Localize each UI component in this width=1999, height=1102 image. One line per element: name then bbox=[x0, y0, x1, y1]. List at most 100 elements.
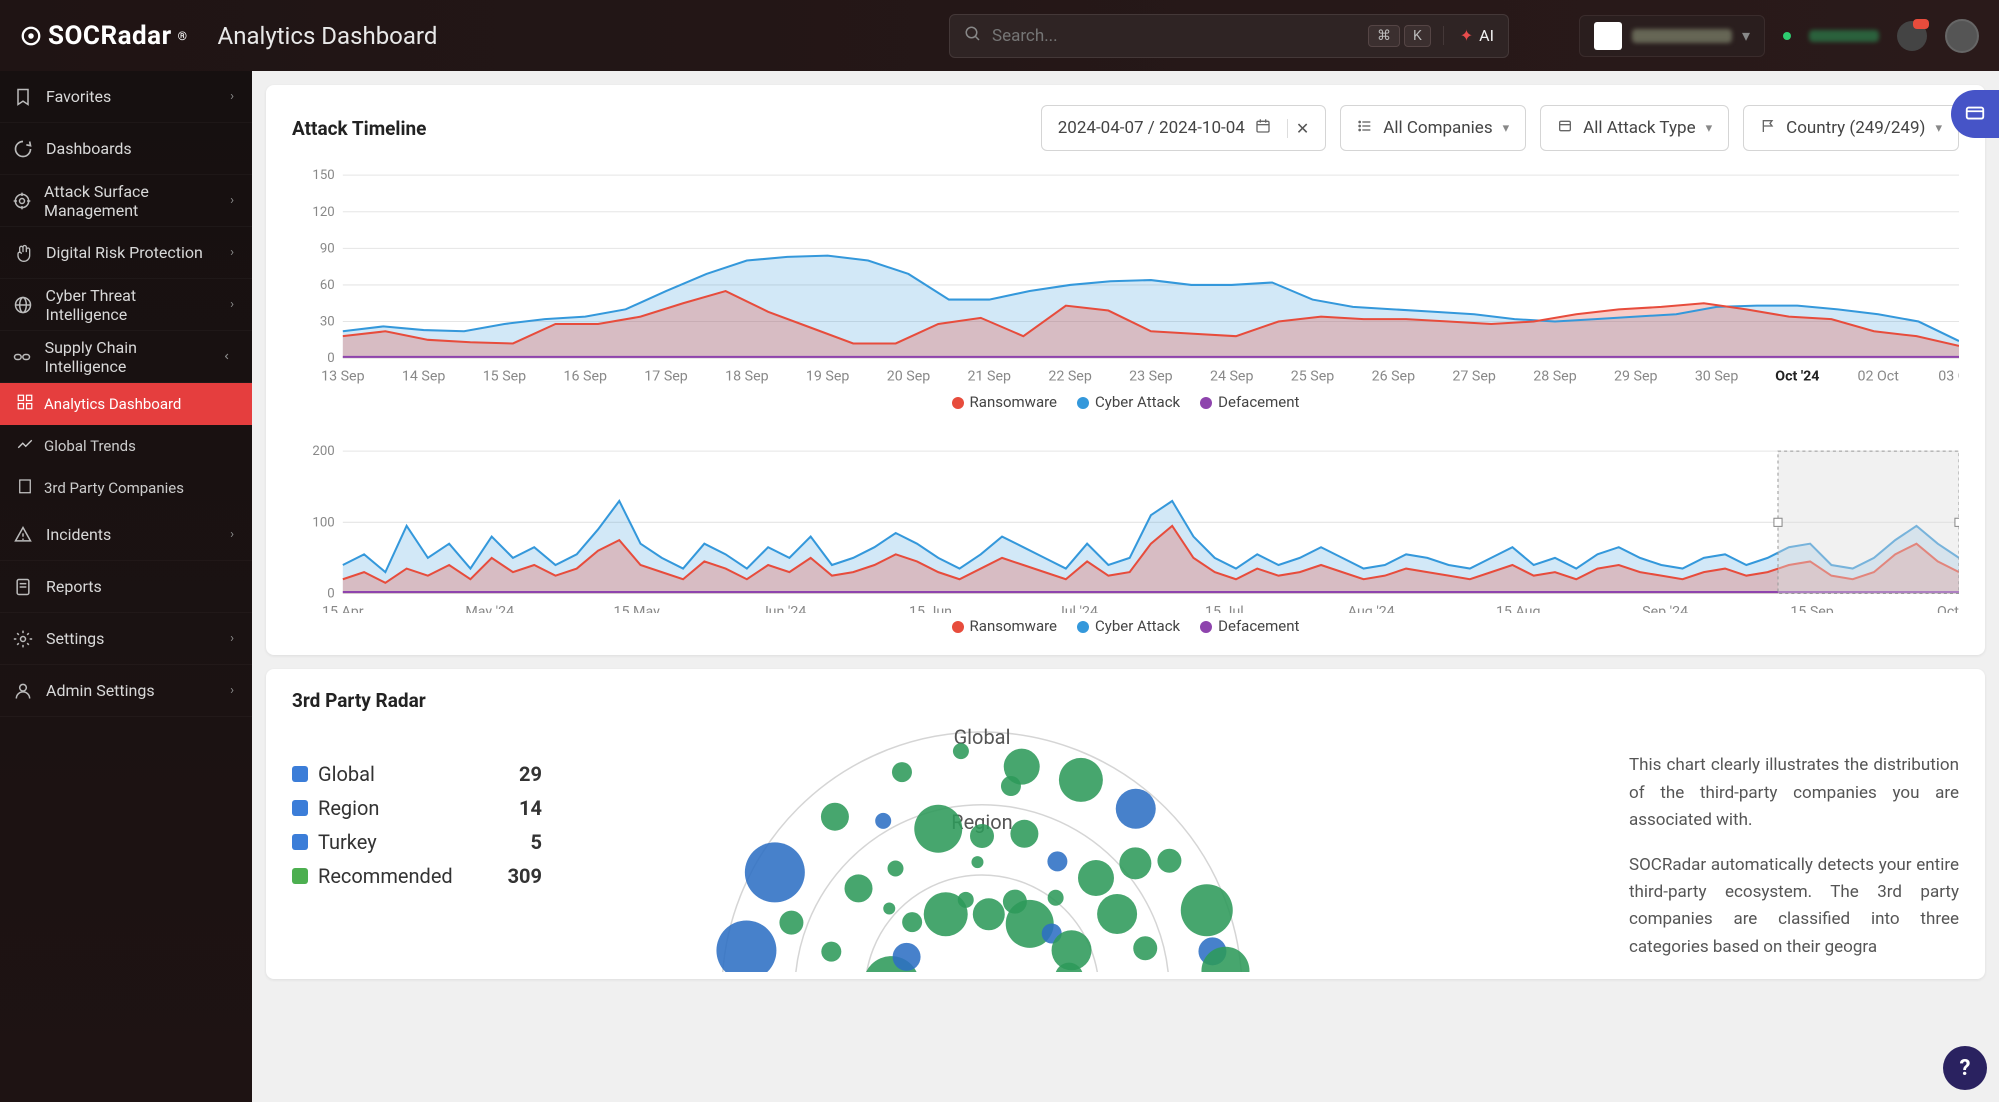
radar-legend-item[interactable]: Recommended309 bbox=[292, 864, 542, 888]
topbar: SOCRadar® Analytics Dashboard ⌘ K ✦ AI ▾ bbox=[0, 0, 1999, 71]
svg-text:22 Sep: 22 Sep bbox=[1048, 368, 1091, 384]
svg-text:17 Sep: 17 Sep bbox=[644, 368, 687, 384]
sidebar-item-admin-settings[interactable]: Admin Settings › bbox=[0, 665, 252, 717]
attack-timeline-card: Attack Timeline 2024-04-07 / 2024-10-04 … bbox=[266, 85, 1985, 655]
sidebar-item-incidents[interactable]: Incidents› bbox=[0, 509, 252, 561]
radar-legend-item[interactable]: Region14 bbox=[292, 796, 542, 820]
svg-text:60: 60 bbox=[320, 278, 335, 293]
country-filter[interactable]: Country (249/249) ▾ bbox=[1743, 105, 1959, 151]
chevron-right-icon: › bbox=[230, 683, 234, 698]
svg-text:02 Oct: 02 Oct bbox=[1857, 368, 1899, 384]
radar-legend-item[interactable]: Turkey5 bbox=[292, 830, 542, 854]
chevron-right-icon: ⌄ bbox=[221, 351, 236, 362]
chevron-right-icon: › bbox=[230, 89, 234, 104]
sidebar-item-label: Admin Settings bbox=[46, 681, 155, 700]
search-input[interactable] bbox=[992, 26, 1364, 46]
clear-date-icon[interactable]: ✕ bbox=[1287, 119, 1309, 138]
svg-text:15 Aug: 15 Aug bbox=[1496, 603, 1541, 613]
svg-text:Oct '24: Oct '24 bbox=[1937, 603, 1959, 613]
svg-text:15 Sep: 15 Sep bbox=[483, 368, 526, 384]
sidebar-item-favorites[interactable]: Favorites › bbox=[0, 71, 252, 123]
sidebar-item-cyber-threat-intelligence[interactable]: Cyber Threat Intelligence› bbox=[0, 279, 252, 331]
legend-item[interactable]: Cyber Attack bbox=[1077, 393, 1180, 411]
org-name bbox=[1632, 29, 1732, 43]
feedback-button[interactable] bbox=[1951, 90, 1999, 138]
search-icon bbox=[964, 25, 982, 47]
svg-text:14 Sep: 14 Sep bbox=[402, 368, 445, 384]
sidebar-item-label: Settings bbox=[46, 629, 104, 648]
radar-chart[interactable]: GlobalRegion bbox=[572, 712, 1599, 978]
chevron-down-icon: ▾ bbox=[1742, 26, 1750, 45]
svg-text:15 May: 15 May bbox=[614, 603, 661, 613]
legend-item[interactable]: Defacement bbox=[1200, 393, 1299, 411]
org-selector[interactable]: ▾ bbox=[1579, 15, 1765, 57]
svg-text:15 Sep: 15 Sep bbox=[1790, 603, 1833, 613]
sidebar-sub-global-trends[interactable]: Global Trends bbox=[0, 425, 252, 467]
sidebar-sub-analytics-dashboard[interactable]: Analytics Dashboard bbox=[0, 383, 252, 425]
sidebar-item-label: Favorites bbox=[46, 87, 111, 106]
chevron-down-icon: ▾ bbox=[1503, 121, 1510, 136]
sidebar-item-label: Incidents bbox=[46, 525, 111, 544]
admin-icon bbox=[12, 680, 34, 702]
sidebar-item-label: Dashboards bbox=[46, 139, 132, 158]
svg-text:27 Sep: 27 Sep bbox=[1452, 368, 1495, 384]
sidebar-item-settings[interactable]: Settings › bbox=[0, 613, 252, 665]
org-logo bbox=[1594, 22, 1622, 50]
svg-text:18 Sep: 18 Sep bbox=[725, 368, 768, 384]
svg-text:21 Sep: 21 Sep bbox=[968, 368, 1011, 384]
sidebar-item-label: Cyber Threat Intelligence bbox=[46, 286, 219, 324]
sidebar-item-dashboards[interactable]: Dashboards bbox=[0, 123, 252, 175]
radar-description: This chart clearly illustrates the distr… bbox=[1629, 712, 1959, 978]
notifications-button[interactable] bbox=[1897, 21, 1927, 51]
svg-text:Aug '24: Aug '24 bbox=[1348, 603, 1395, 613]
attack-timeline-title: Attack Timeline bbox=[292, 117, 426, 140]
timeline-main-chart[interactable]: 030609012015013 Sep14 Sep15 Sep16 Sep17 … bbox=[292, 165, 1959, 389]
svg-text:29 Sep: 29 Sep bbox=[1614, 368, 1657, 384]
sidebar-sub-3rd-party-companies[interactable]: 3rd Party Companies bbox=[0, 467, 252, 509]
shortcut-cmd: ⌘ bbox=[1368, 25, 1400, 47]
help-button[interactable]: ? bbox=[1943, 1046, 1987, 1090]
sidebar-item-supply-chain-intelligence[interactable]: Supply Chain Intelligence ⌄ bbox=[0, 331, 252, 383]
radar-title: 3rd Party Radar bbox=[292, 689, 1959, 712]
ai-button[interactable]: ✦ AI bbox=[1443, 26, 1494, 45]
svg-text:30: 30 bbox=[320, 315, 335, 330]
sidebar-item-reports[interactable]: Reports bbox=[0, 561, 252, 613]
alert-icon bbox=[12, 524, 34, 546]
legend-item[interactable]: Cyber Attack bbox=[1077, 617, 1180, 635]
svg-text:Jun '24: Jun '24 bbox=[761, 603, 807, 613]
company-filter[interactable]: All Companies ▾ bbox=[1340, 105, 1526, 151]
legend-item[interactable]: Defacement bbox=[1200, 617, 1299, 635]
calendar-icon bbox=[1255, 118, 1271, 139]
avatar[interactable] bbox=[1945, 19, 1979, 53]
chevron-right-icon: › bbox=[230, 631, 234, 646]
sidebar-sub-label: 3rd Party Companies bbox=[44, 479, 184, 497]
svg-text:03 Oct: 03 Oct bbox=[1938, 368, 1959, 384]
sidebar-item-digital-risk-protection[interactable]: Digital Risk Protection › bbox=[0, 227, 252, 279]
svg-text:16 Sep: 16 Sep bbox=[564, 368, 607, 384]
legend-item[interactable]: Ransomware bbox=[952, 617, 1057, 635]
sidebar-item-label: Attack Surface Management bbox=[44, 182, 218, 220]
svg-text:24 Sep: 24 Sep bbox=[1210, 368, 1253, 384]
sidebar-item-label: Supply Chain Intelligence bbox=[45, 338, 212, 376]
radar-legend-item[interactable]: Global29 bbox=[292, 762, 542, 786]
svg-text:150: 150 bbox=[312, 168, 334, 183]
chevron-right-icon: › bbox=[230, 245, 234, 260]
chevron-down-icon: ▾ bbox=[1935, 121, 1942, 136]
date-range-picker[interactable]: 2024-04-07 / 2024-10-04 ✕ bbox=[1041, 105, 1327, 151]
timeline-brush-chart[interactable]: 010020015 AprMay '2415 MayJun '2415 JunJ… bbox=[292, 441, 1959, 614]
sidebar-sub-label: Analytics Dashboard bbox=[44, 395, 181, 413]
search-bar[interactable]: ⌘ K ✦ AI bbox=[949, 14, 1509, 58]
gear-icon bbox=[12, 628, 34, 650]
attack-type-filter[interactable]: All Attack Type ▾ bbox=[1540, 105, 1729, 151]
sidebar-item-label: Digital Risk Protection bbox=[46, 243, 203, 262]
svg-text:200: 200 bbox=[312, 444, 334, 459]
sidebar-item-attack-surface-management[interactable]: Attack Surface Management› bbox=[0, 175, 252, 227]
legend-item[interactable]: Ransomware bbox=[952, 393, 1057, 411]
svg-text:15 Apr: 15 Apr bbox=[322, 603, 364, 613]
building-icon bbox=[16, 477, 34, 499]
shortcut-k: K bbox=[1404, 25, 1431, 47]
svg-text:13 Sep: 13 Sep bbox=[321, 368, 364, 384]
trend-icon bbox=[16, 435, 34, 457]
status-dot bbox=[1783, 32, 1791, 40]
list-icon bbox=[1357, 118, 1373, 139]
